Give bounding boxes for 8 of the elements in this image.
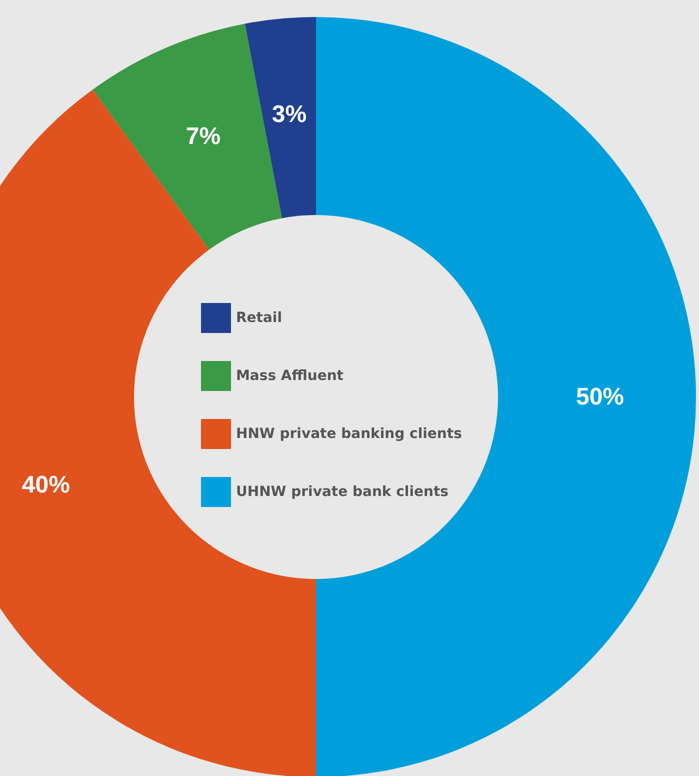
data-label: 50% — [576, 384, 624, 410]
data-label: 3% — [272, 100, 307, 128]
legend-label: UHNW private bank clients — [236, 484, 448, 500]
data-label: 7% — [186, 122, 221, 150]
data-label: 40% — [22, 471, 70, 498]
legend-label: HNW private banking clients — [236, 426, 462, 442]
legend-label: Mass Affluent — [236, 368, 344, 384]
legend-label: Retail — [236, 310, 282, 326]
